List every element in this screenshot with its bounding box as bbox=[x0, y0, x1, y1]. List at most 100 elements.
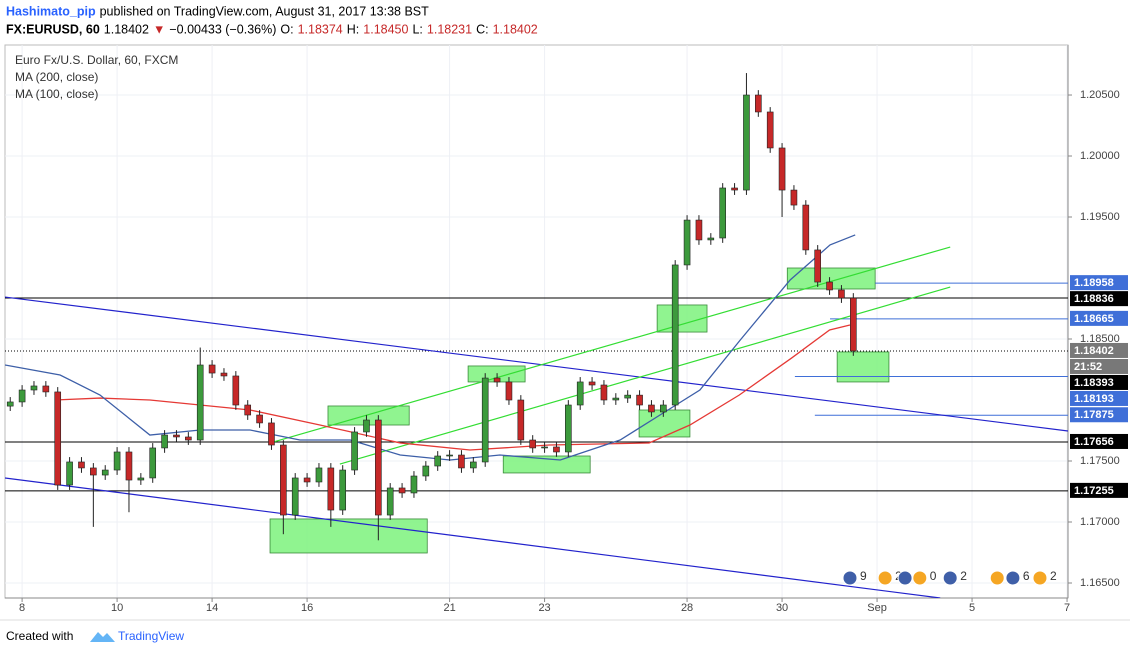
candle-body bbox=[268, 422, 275, 446]
x-tick-label: 16 bbox=[301, 602, 313, 614]
ohlc-value: 1.18374 bbox=[298, 22, 343, 36]
candle-body bbox=[505, 381, 513, 401]
candle-body bbox=[576, 381, 584, 406]
candle-body bbox=[814, 249, 821, 283]
candle-body bbox=[113, 451, 121, 471]
zone-box bbox=[502, 455, 591, 474]
footer-brand: TradingView bbox=[118, 629, 184, 643]
candle-body bbox=[30, 385, 38, 391]
candle-body bbox=[470, 461, 477, 469]
candle-body bbox=[161, 434, 168, 449]
symbol: FX:EURUSD, 60 bbox=[6, 22, 100, 36]
x-tick-label: 28 bbox=[681, 602, 693, 614]
candle-body bbox=[648, 404, 655, 413]
event-count: 2 bbox=[960, 569, 967, 583]
price-tag bbox=[1070, 407, 1128, 423]
candle-body bbox=[565, 404, 572, 453]
legend-entry: MA (200, close) bbox=[15, 70, 98, 84]
brand-logo bbox=[90, 632, 115, 642]
event-count: 0 bbox=[930, 569, 937, 583]
candle-body bbox=[291, 477, 299, 516]
countdown-label: 21:52 bbox=[1074, 361, 1102, 373]
price-tag-label: 1.18193 bbox=[1074, 393, 1114, 405]
footer-created: Created with bbox=[6, 629, 73, 643]
price-tag-label: 1.17875 bbox=[1074, 409, 1114, 421]
candle-body bbox=[707, 237, 715, 241]
price-tag-label: 1.18402 bbox=[1074, 345, 1114, 357]
event-icon bbox=[1005, 570, 1021, 586]
price-tag bbox=[1070, 310, 1128, 326]
y-tick-label: 1.19500 bbox=[1080, 211, 1120, 223]
candle-body bbox=[54, 391, 62, 486]
x-tick-label: 23 bbox=[538, 602, 550, 614]
candle-body bbox=[256, 414, 263, 424]
ohlc-key: C: bbox=[476, 22, 489, 36]
trend-line bbox=[5, 477, 941, 598]
candle-body bbox=[125, 451, 133, 481]
candle-body bbox=[826, 281, 833, 291]
candle-body bbox=[18, 389, 26, 403]
candle-body bbox=[624, 394, 631, 399]
y-tick-label: 1.20000 bbox=[1080, 150, 1120, 162]
candle-body bbox=[220, 372, 228, 377]
price-tag-label: 1.18958 bbox=[1074, 277, 1114, 289]
candle-body bbox=[850, 297, 857, 352]
ohlc-value: 1.18231 bbox=[427, 22, 472, 36]
event-count: 2 bbox=[1050, 569, 1057, 583]
price-tag bbox=[1070, 482, 1128, 498]
candle-body bbox=[588, 381, 596, 386]
candle-body bbox=[280, 444, 287, 516]
candle-body bbox=[185, 436, 192, 441]
candle-body bbox=[410, 475, 418, 494]
price-tag-label: 1.17656 bbox=[1074, 436, 1114, 448]
y-tick-label: 1.17500 bbox=[1080, 455, 1120, 467]
price-change: −0.00433 (−0.36%) bbox=[169, 22, 276, 36]
candle-body bbox=[838, 289, 845, 299]
trend-line bbox=[269, 246, 951, 444]
candle-body bbox=[719, 187, 726, 239]
candle-body bbox=[101, 469, 109, 476]
chart-title: Euro Fx/U.S. Dollar, 60, FXCM bbox=[15, 53, 178, 67]
candle-body bbox=[612, 397, 620, 401]
candle-body bbox=[671, 264, 679, 406]
candle-body bbox=[42, 385, 50, 393]
ma-line bbox=[54, 324, 851, 451]
candle-body bbox=[790, 189, 798, 206]
price-tag bbox=[1070, 390, 1128, 406]
event-icon bbox=[942, 570, 958, 586]
price-tag bbox=[1070, 342, 1128, 358]
candle-body bbox=[434, 455, 442, 467]
price-tag bbox=[1070, 275, 1128, 291]
event-icon bbox=[1032, 570, 1048, 586]
countdown-tag bbox=[1070, 358, 1128, 374]
candle-body bbox=[149, 447, 157, 479]
candle-body bbox=[695, 219, 703, 241]
candle-body bbox=[766, 111, 774, 149]
ohlc-key: L: bbox=[412, 22, 422, 36]
y-tick-label: 1.20500 bbox=[1080, 89, 1120, 101]
ohlc-value: 1.18402 bbox=[493, 22, 538, 36]
trend-line bbox=[5, 296, 1068, 432]
candle-body bbox=[731, 187, 738, 191]
price-tag-label: 1.18836 bbox=[1074, 293, 1114, 305]
candle-body bbox=[208, 364, 216, 374]
chart-root: Hashimato_pip published on TradingView.co… bbox=[5, 4, 1128, 643]
candle-body bbox=[636, 394, 643, 406]
candle-body bbox=[327, 467, 335, 511]
price-tag-label: 1.18393 bbox=[1074, 377, 1114, 389]
candle-body bbox=[802, 204, 810, 251]
last-price: 1.18402 bbox=[104, 22, 149, 36]
event-icon bbox=[912, 570, 928, 586]
event-icon bbox=[989, 570, 1005, 586]
event-icon bbox=[877, 570, 893, 586]
candle-body bbox=[422, 465, 430, 477]
y-tick-label: 1.18500 bbox=[1080, 333, 1120, 345]
candle-body bbox=[553, 446, 560, 453]
candle-body bbox=[660, 404, 667, 413]
x-tick-label: 30 bbox=[776, 602, 788, 614]
zone-box bbox=[836, 351, 890, 383]
price-tag bbox=[1070, 291, 1128, 307]
candle-body bbox=[303, 477, 311, 483]
